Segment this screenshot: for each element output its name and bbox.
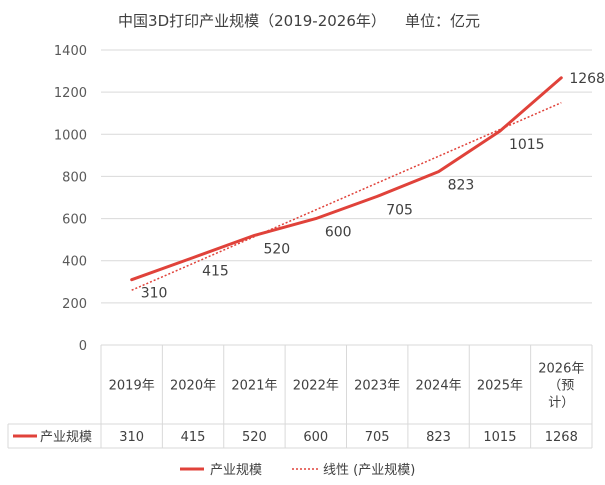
y-tick-label: 1400 [54,44,87,59]
table-series-name: 产业规模 [40,430,92,445]
data-label: 823 [448,178,475,194]
data-label: 310 [141,286,168,302]
table-cell-value: 705 [365,430,390,445]
x-tick-label: 2022年 [293,379,339,394]
x-tick-label: （预 [548,379,574,394]
x-tick-label: 2021年 [231,379,277,394]
data-label: 1268 [569,71,605,87]
x-tick-label: 2025年 [477,379,523,394]
table-cell-value: 310 [119,430,144,445]
y-tick-label: 1200 [54,86,87,101]
legend-series-label: 产业规模 [210,463,262,478]
x-tick-label: 2024年 [416,379,462,394]
x-tick-label: 2023年 [354,379,400,394]
data-table: 2019年 2020年 2021年 2022年 2023年 2024年 2025年 2026年… [7,344,593,449]
data-label: 1015 [509,137,545,153]
x-tick-label: 2020年 [170,379,216,394]
table-cell-value: 415 [181,430,206,445]
data-label: 520 [263,241,290,257]
chart-title: 中国3D打印产业规模（2019-2026年） 单位：亿元 [118,12,480,30]
table-cell-value: 1268 [545,430,578,445]
x-tick-label: 2019年 [109,379,155,394]
legend-trendline-label: 线性 (产业规模) [323,463,415,478]
y-tick-label: 800 [62,170,87,185]
table-cell-value: 600 [303,430,328,445]
trendline [131,101,562,291]
legend: 产业规模 线性 (产业规模) [180,463,415,478]
y-tick-label: 1000 [54,128,87,143]
y-tick-label: 0 [79,339,87,354]
data-labels: 310 415 520 600 705 823 1015 1268 [141,71,605,302]
table-cell-value: 1015 [483,430,516,445]
x-tick-label: 2026年 [538,362,584,377]
data-label: 600 [325,225,352,241]
y-tick-label: 400 [62,255,87,270]
data-label: 705 [386,202,413,218]
y-tick-label: 200 [62,297,87,312]
series-layer [130,76,563,282]
table-cell-value: 520 [242,430,267,445]
trendline-layer [131,101,562,291]
data-label: 415 [202,264,229,280]
x-tick-label: 计） [548,396,574,411]
series-line [130,76,563,282]
y-tick-label: 600 [62,213,87,228]
table-cell-value: 823 [426,430,451,445]
y-axis-tick-labels: 0 200 400 600 800 1000 1200 1400 [54,44,87,354]
